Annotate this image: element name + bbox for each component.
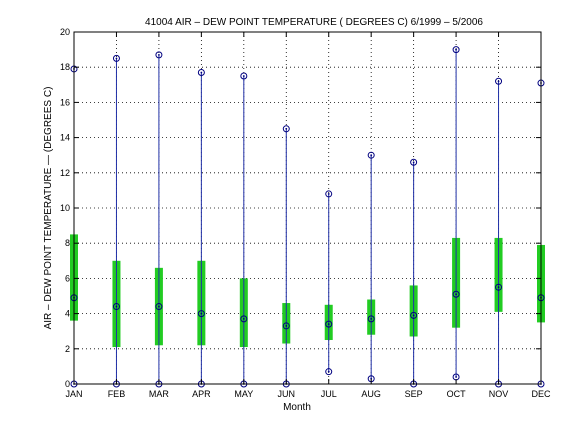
month-box-jun	[282, 125, 291, 388]
median-marker-dot	[200, 312, 203, 315]
y-tick-label: 10	[60, 203, 70, 213]
x-tick-label: DEC	[531, 389, 551, 399]
median-marker-dot	[158, 305, 160, 308]
max-marker-dot	[158, 53, 160, 56]
y-tick-label: 4	[65, 309, 70, 319]
min-marker-dot	[455, 376, 457, 378]
x-tick-label: JUN	[278, 389, 296, 399]
max-marker	[112, 54, 120, 62]
max-marker-dot	[115, 57, 118, 60]
max-marker-dot	[242, 75, 245, 77]
y-tick-label: 18	[60, 62, 70, 72]
median-marker	[410, 311, 418, 319]
median-marker	[495, 283, 503, 291]
median-marker	[240, 315, 248, 323]
max-marker	[367, 151, 375, 159]
max-marker	[452, 46, 460, 54]
median-marker-dot	[370, 317, 373, 320]
max-marker	[282, 125, 290, 133]
month-box-nov	[494, 77, 503, 388]
month-box-mar	[154, 51, 163, 388]
median-marker-dot	[327, 323, 330, 326]
month-box-may	[239, 72, 248, 388]
grid-layer	[74, 32, 541, 384]
y-axis-label: AIR – DEW POINT TEMPERATURE — (DEGREES C…	[43, 87, 54, 330]
median-marker-dot	[412, 314, 415, 317]
x-tick-label: MAR	[149, 389, 170, 399]
max-marker-dot	[497, 80, 500, 83]
x-tick-label: FEB	[108, 389, 126, 399]
month-box-jul	[324, 190, 333, 376]
min-marker	[325, 368, 333, 376]
median-marker	[197, 310, 205, 318]
median-marker	[282, 322, 290, 330]
plot-layer	[70, 46, 545, 388]
x-tick-label: OCT	[447, 389, 467, 399]
y-tick-label: 14	[60, 133, 70, 143]
max-marker	[197, 68, 205, 76]
max-marker	[410, 158, 418, 166]
x-tick-label: NOV	[489, 389, 509, 399]
max-marker-dot	[327, 193, 330, 195]
axis-layer: 0 2 4 6 8 10 12 14 16 18 20 JAN FEB MAR APR MAY JUN JUL AU…	[60, 27, 551, 399]
month-box-oct	[452, 46, 461, 381]
median-marker	[112, 303, 120, 311]
y-tick-label: 8	[65, 238, 70, 248]
x-axis-label: Month	[283, 402, 311, 413]
x-tick-label: JUL	[321, 389, 337, 399]
max-marker	[155, 51, 163, 59]
month-box-apr	[197, 68, 206, 388]
median-marker	[155, 303, 163, 311]
x-tick-label: MAY	[234, 389, 253, 399]
median-marker	[367, 315, 375, 323]
median-marker-dot	[115, 305, 118, 308]
median-marker-dot	[242, 317, 245, 320]
max-marker-dot	[412, 161, 415, 164]
median-marker-dot	[455, 293, 457, 296]
max-marker	[240, 72, 248, 80]
max-marker	[325, 190, 333, 198]
max-marker-dot	[455, 48, 457, 51]
y-tick-label: 16	[60, 97, 70, 107]
x-tick-label: APR	[192, 389, 211, 399]
min-marker-dot	[327, 370, 330, 373]
median-marker-dot	[497, 286, 500, 289]
median-marker	[325, 320, 333, 328]
month-box-aug	[367, 151, 376, 383]
x-tick-label: SEP	[405, 389, 423, 399]
max-marker-dot	[200, 71, 203, 74]
y-tick-label: 12	[60, 168, 70, 178]
y-tick-label: 6	[65, 273, 70, 283]
median-marker	[452, 290, 460, 298]
max-marker-dot	[285, 127, 288, 130]
chart-title: 41004 AIR – DEW POINT TEMPERATURE ( DEGR…	[145, 17, 483, 28]
month-box-feb	[112, 54, 121, 388]
y-tick-label: 2	[65, 344, 70, 354]
median-marker-dot	[285, 325, 288, 327]
y-tick-label: 20	[60, 27, 70, 37]
max-marker	[495, 77, 503, 85]
x-tick-label: AUG	[361, 389, 381, 399]
max-marker-dot	[370, 154, 373, 157]
month-box-sep	[409, 158, 418, 388]
x-tick-label: JAN	[65, 389, 82, 399]
y-tick-label: 0	[65, 379, 70, 389]
